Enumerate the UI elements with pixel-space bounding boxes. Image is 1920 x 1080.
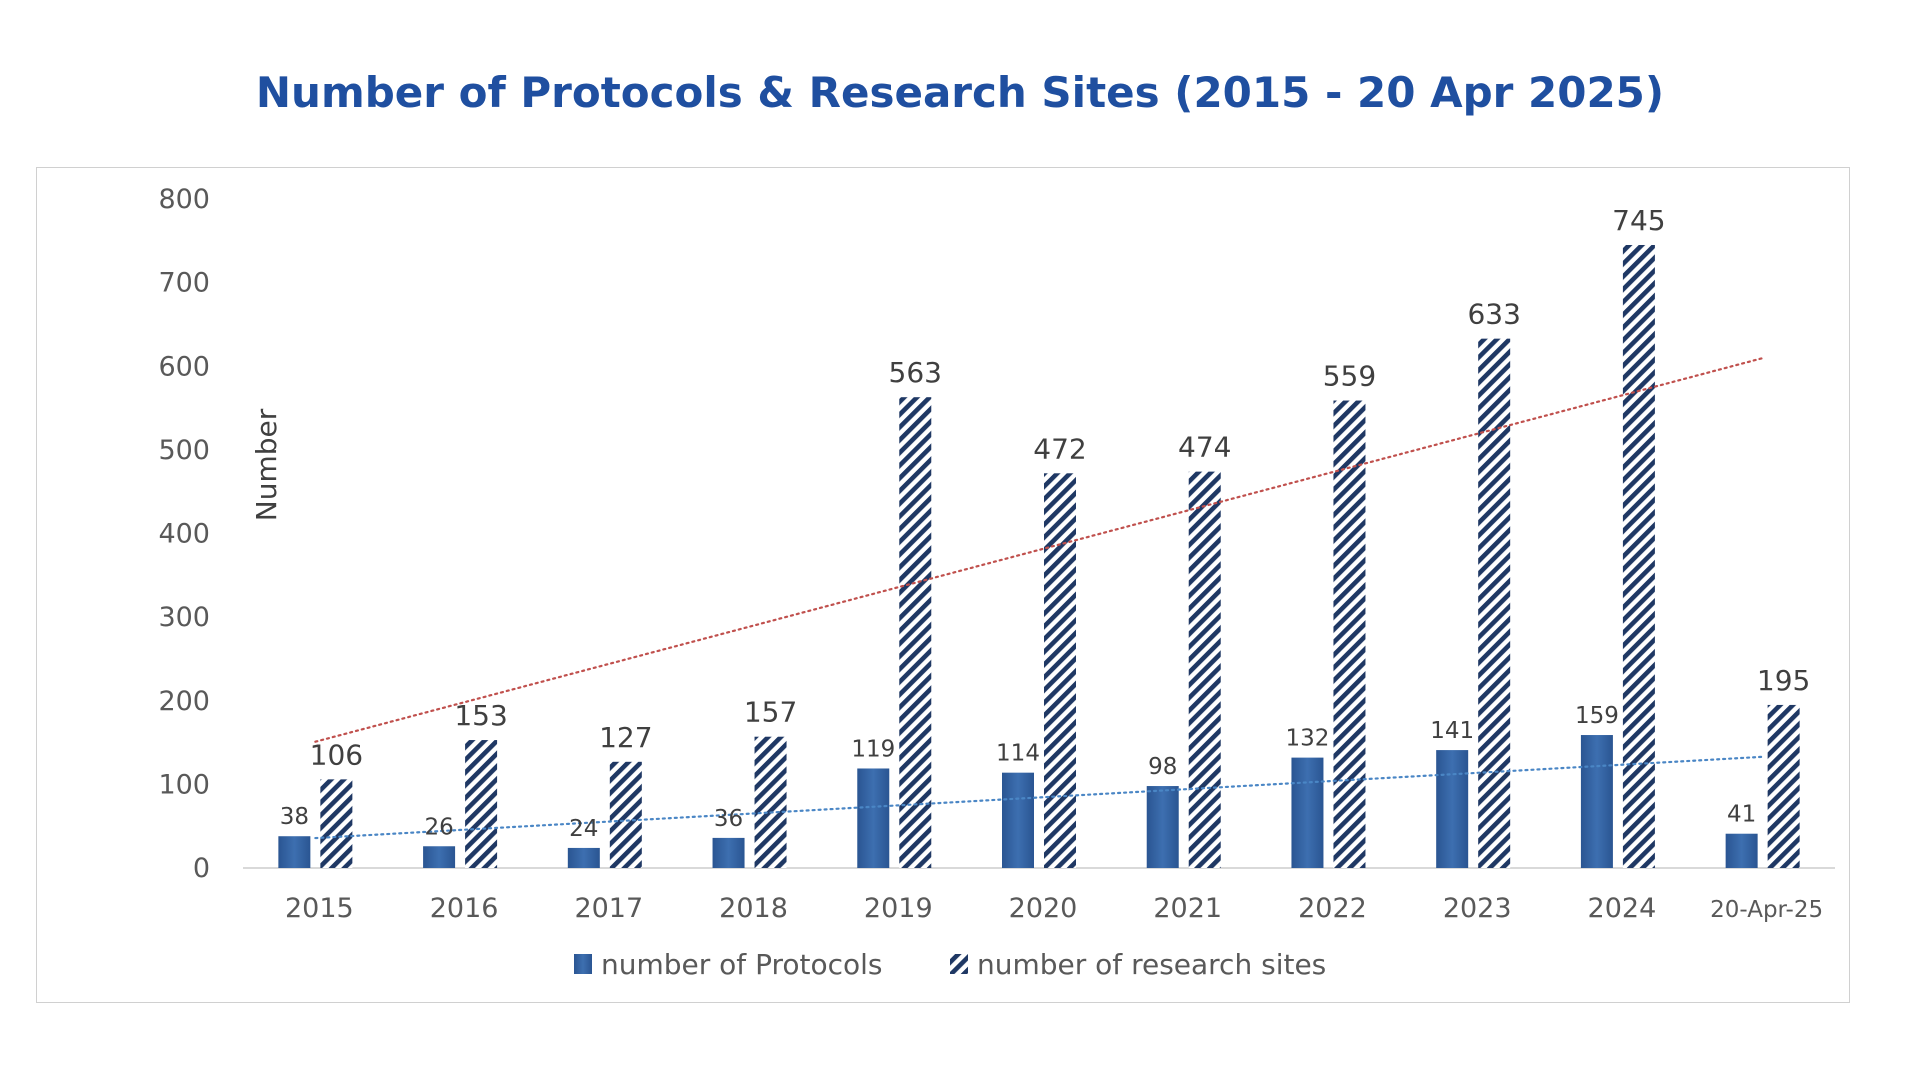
bar-protocols [1291, 757, 1324, 868]
y-tick-label: 800 [158, 184, 210, 215]
bar-research-sites [320, 779, 353, 868]
bar-protocols [278, 836, 311, 868]
y-tick-label: 0 [193, 853, 210, 884]
legend-swatch-research-sites [950, 954, 968, 974]
y-tick-label: 700 [158, 268, 210, 299]
data-label-research-sites: 127 [599, 721, 652, 754]
x-tick-label: 2016 [430, 893, 499, 924]
bar-research-sites [754, 736, 787, 868]
trendline-research-sites [314, 357, 1764, 743]
chart-title: Number of Protocols & Research Sites (20… [255, 68, 1665, 117]
data-label-research-sites: 195 [1757, 664, 1810, 697]
data-label-protocols: 132 [1286, 726, 1330, 752]
x-tick-label: 2023 [1443, 893, 1512, 924]
bar-research-sites [1044, 473, 1076, 868]
bar-research-sites [609, 761, 642, 868]
legend-label-research-sites: number of research sites [977, 948, 1326, 981]
data-label-research-sites: 633 [1467, 298, 1520, 331]
bar-protocols [712, 837, 745, 868]
x-tick-label: 2019 [864, 893, 933, 924]
bar-research-sites [1333, 400, 1366, 868]
data-label-protocols: 41 [1727, 802, 1756, 828]
data-label-protocols: 141 [1430, 718, 1474, 744]
x-tick-label: 2024 [1588, 893, 1657, 924]
data-label-protocols: 159 [1575, 703, 1619, 729]
x-tick-label: 2021 [1153, 893, 1222, 924]
bar-research-sites [1622, 244, 1655, 868]
legend-label-protocols: number of Protocols [601, 948, 883, 981]
data-label-protocols: 98 [1148, 754, 1177, 780]
y-tick-label: 300 [158, 602, 210, 633]
y-tick-label: 200 [158, 686, 210, 717]
chart-frame [36, 167, 1850, 1003]
y-tick-label: 100 [158, 769, 210, 800]
bars [278, 244, 1800, 868]
data-labels: 38 106 26 153 24 127 36 157 119 563 114 472 98 474 132… [280, 204, 1811, 842]
bar-protocols [567, 847, 600, 868]
bar-protocols [423, 846, 456, 868]
y-tick-label: 400 [158, 519, 210, 550]
legend: number of Protocols number of research s… [574, 948, 1326, 981]
x-tick-label: 2018 [719, 893, 788, 924]
data-label-research-sites: 472 [1033, 432, 1086, 465]
x-axis: 2015 2016 2017 2018 2019 2020 2021 2022 2023 2024… [243, 867, 1835, 924]
bar-research-sites [899, 397, 932, 868]
bar-protocols [1580, 735, 1613, 868]
y-tick-label: 600 [158, 351, 210, 382]
x-tick-label: 2015 [285, 893, 354, 924]
trendline-protocols [314, 755, 1764, 840]
y-tick-label: 500 [158, 435, 210, 466]
bar-research-sites [465, 740, 498, 868]
bar-protocols [857, 768, 890, 868]
bar-research-sites [1767, 704, 1800, 868]
bar-research-sites [1188, 471, 1221, 868]
bar-protocols [1436, 750, 1469, 868]
data-label-protocols: 119 [851, 736, 895, 762]
data-label-protocols: 38 [280, 804, 309, 830]
bar-protocols [1725, 833, 1758, 868]
x-tick-label: 2017 [574, 893, 643, 924]
data-label-research-sites: 559 [1323, 360, 1376, 393]
x-tick-label: 2020 [1009, 893, 1078, 924]
y-axis: 0 100 200 300 400 500 600 700 800 [158, 184, 210, 884]
data-label-research-sites: 745 [1612, 204, 1665, 237]
data-label-protocols: 24 [569, 816, 598, 842]
legend-swatch-protocols [574, 954, 592, 974]
data-label-research-sites: 153 [454, 699, 507, 732]
bar-research-sites [1478, 338, 1511, 868]
y-axis-label: Number [250, 408, 283, 521]
data-label-protocols: 26 [424, 814, 453, 840]
x-tick-label: 2022 [1298, 893, 1367, 924]
data-label-protocols: 36 [714, 806, 743, 832]
data-label-research-sites: 563 [889, 356, 942, 389]
bar-protocols [1002, 772, 1034, 868]
data-label-research-sites: 157 [744, 696, 797, 729]
data-label-protocols: 114 [996, 741, 1040, 767]
x-tick-label: 20-Apr-25 [1710, 897, 1823, 923]
data-label-research-sites: 106 [310, 738, 363, 771]
data-label-research-sites: 474 [1178, 431, 1231, 464]
trendlines [314, 357, 1764, 840]
bar-protocols [1146, 786, 1179, 868]
